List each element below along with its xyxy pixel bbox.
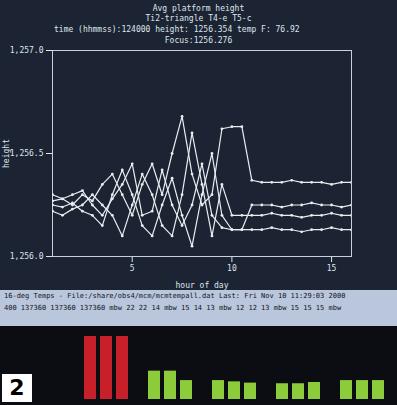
html-text:Avg platform height: Avg platform height [152, 4, 245, 13]
svg-text:1,256.0: 1,256.0 [10, 252, 44, 261]
svg-text:15: 15 [327, 264, 337, 273]
svg-text:height: height [2, 139, 11, 168]
svg-text:10: 10 [227, 264, 237, 273]
html-text:time (hhmmss):124000 height: 1: time (hhmmss):124000 height: 1256.354 te… [54, 25, 300, 34]
html-text:16-deg Temps - File:/share/obs: 16-deg Temps - File:/share/obs4/mcm/mcmt… [4, 292, 346, 300]
svg-text:1,257.0: 1,257.0 [10, 46, 44, 55]
html-text:Ti2-triangle T4-e T5-c: Ti2-triangle T4-e T5-c [145, 14, 252, 23]
svg-text:5: 5 [130, 264, 135, 273]
html-text:Focus:1256.276: Focus:1256.276 [164, 36, 233, 45]
svg-text:hour of day: hour of day [176, 281, 229, 290]
svg-text:1,256.5: 1,256.5 [10, 149, 44, 158]
html-text:400 137360 137360 137360 mbw 2: 400 137360 137360 137360 mbw 22 22 14 mb… [4, 304, 342, 312]
html-text:2: 2 [9, 375, 25, 400]
